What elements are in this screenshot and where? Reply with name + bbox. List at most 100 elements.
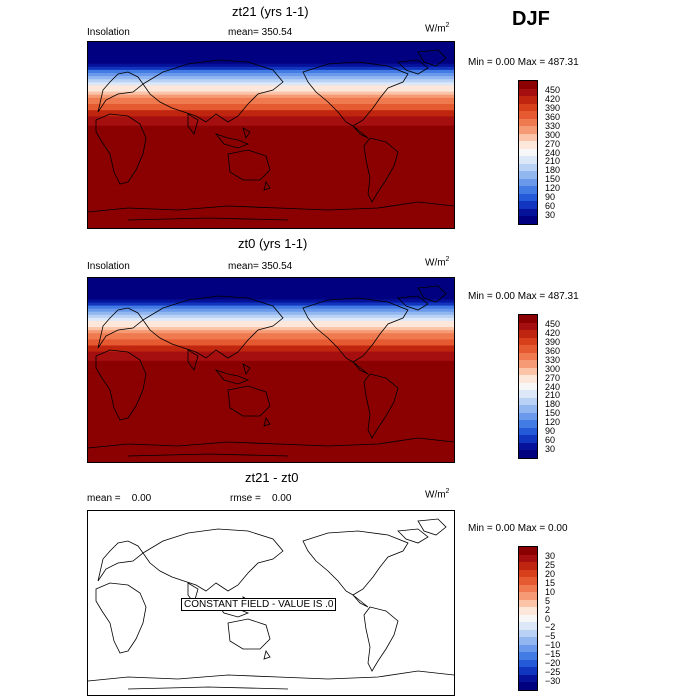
latitude-band (88, 431, 454, 435)
latitude-band (88, 193, 454, 198)
panel3-mean-label: mean = 0.00 (87, 493, 152, 504)
colorbar-tick-label: −15 (545, 649, 561, 660)
latitude-band (88, 156, 454, 161)
colorbar-swatch (519, 337, 537, 346)
latitude-band (88, 391, 454, 396)
colorbar-tick-label: −30 (545, 676, 561, 687)
colorbar-swatch (519, 111, 537, 119)
colorbar-swatch (519, 435, 537, 443)
panel2-map (87, 277, 455, 463)
colorbar-swatch (519, 216, 537, 224)
colorbar-swatch (519, 133, 537, 142)
colorbar-tick-label: 240 (545, 381, 561, 392)
latitude-band (88, 336, 454, 340)
colorbar-swatch (519, 682, 537, 690)
colorbar-swatch (519, 442, 537, 451)
colorbar-tick-label: 10 (545, 586, 556, 597)
colorbar-tick-label: 420 (545, 93, 561, 104)
colorbar-swatch (519, 562, 537, 570)
latitude-band (88, 354, 454, 359)
panel2-minmax: Min = 0.00 Max = 487.31 (468, 291, 579, 302)
latitude-band (88, 284, 454, 288)
latitude-band (88, 159, 454, 164)
panel1-mean-label: mean= 350.54 (228, 27, 293, 38)
latitude-band (88, 281, 454, 285)
latitude-band (88, 379, 454, 383)
panel2-colorbar (518, 314, 538, 459)
colorbar-swatch (519, 141, 537, 149)
colorbar-swatch (519, 554, 537, 563)
colorbar-tick-label: 240 (545, 147, 561, 158)
latitude-band (88, 357, 454, 362)
colorbar-swatch (519, 148, 537, 157)
latitude-band (88, 128, 454, 133)
latitude-band (88, 51, 454, 55)
latitude-band (88, 116, 454, 121)
latitude-band (88, 215, 454, 220)
panel1-minmax: Min = 0.00 Max = 487.31 (468, 57, 579, 68)
latitude-band (88, 287, 454, 291)
colorbar-tick-label: 390 (545, 336, 561, 347)
latitude-band (88, 320, 454, 325)
colorbar-tick-label: 360 (545, 111, 561, 122)
latitude-band (88, 443, 454, 448)
colorbar-tick-label: 5 (545, 595, 551, 606)
colorbar-swatch (519, 427, 537, 436)
colorbar-swatch (519, 163, 537, 172)
latitude-band (88, 206, 454, 210)
latitude-band (88, 54, 454, 59)
panel2-heatmap (88, 278, 454, 462)
colorbar-tick-label: −5 (545, 631, 556, 642)
panel1-map (87, 41, 455, 229)
colorbar-swatch (519, 622, 537, 630)
colorbar-swatch (519, 584, 537, 593)
latitude-band (88, 60, 454, 65)
panel1-heatmap (88, 42, 454, 228)
colorbar-tick-label: 25 (545, 559, 556, 570)
latitude-band (88, 419, 454, 423)
latitude-band (88, 169, 454, 173)
colorbar-swatch (519, 208, 537, 217)
latitude-band (88, 119, 454, 124)
colorbar-swatch (519, 352, 537, 361)
colorbar-tick-label: 30 (545, 210, 556, 221)
colorbar-swatch (519, 156, 537, 164)
latitude-band (88, 324, 454, 328)
latitude-band (88, 314, 454, 319)
latitude-band (88, 48, 454, 52)
latitude-band (88, 97, 454, 102)
latitude-band (88, 339, 454, 343)
colorbar-swatch (519, 659, 537, 668)
latitude-band (88, 110, 454, 114)
season-label: DJF (512, 8, 550, 30)
latitude-band (88, 203, 454, 207)
latitude-band (88, 446, 454, 451)
latitude-band (88, 63, 454, 68)
panel3-rmse-value: 0.00 (271, 493, 292, 504)
latitude-band (88, 82, 454, 86)
panel2-title: zt0 (yrs 1-1) (238, 236, 308, 251)
latitude-band (88, 351, 454, 356)
colorbar-swatch (519, 674, 537, 683)
panel2-bands (88, 278, 454, 462)
colorbar-swatch (519, 420, 537, 428)
latitude-band (88, 107, 454, 111)
colorbar-swatch (519, 450, 537, 458)
latitude-band (88, 296, 454, 301)
colorbar-swatch (519, 652, 537, 660)
latitude-band (88, 85, 454, 90)
panel1-variable-label: Insolation (87, 27, 130, 38)
panel3-minmax: Min = 0.00 Max = 0.00 (468, 523, 568, 534)
latitude-band (88, 184, 454, 189)
latitude-band (88, 409, 454, 414)
latitude-band (88, 147, 454, 152)
latitude-band (88, 382, 454, 386)
colorbar-tick-label: 300 (545, 129, 561, 140)
colorbar-tick-label: 180 (545, 165, 561, 176)
latitude-band (88, 327, 454, 331)
latitude-band (88, 434, 454, 439)
latitude-band (88, 397, 454, 402)
latitude-band (88, 373, 454, 377)
colorbar-tick-label: 210 (545, 390, 561, 401)
colorbar-tick-label: 30 (545, 550, 556, 561)
